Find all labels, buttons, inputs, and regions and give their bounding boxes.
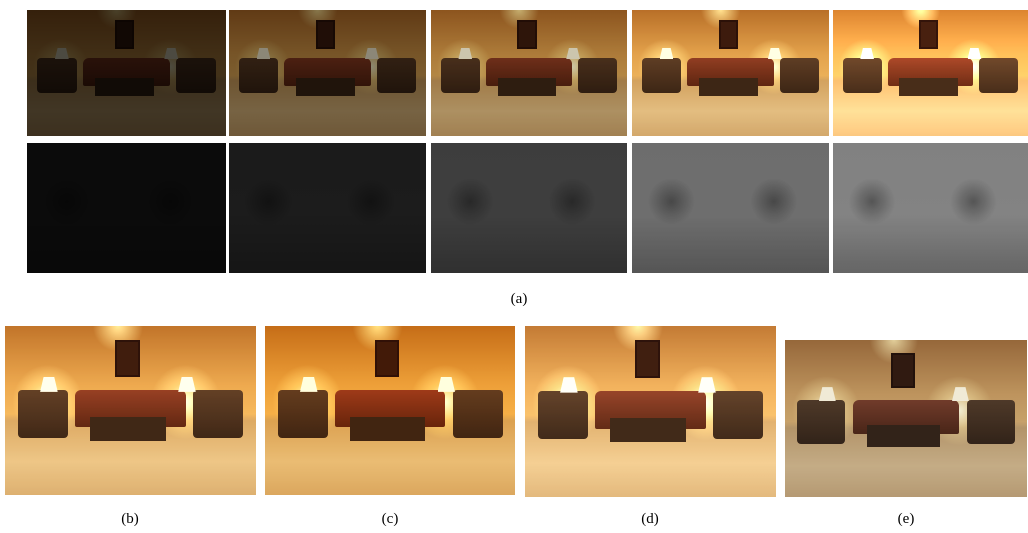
caption: (a) xyxy=(511,291,528,308)
caption: (d) xyxy=(641,511,659,528)
map xyxy=(229,143,426,273)
caption: (c) xyxy=(382,511,399,528)
map xyxy=(833,143,1028,273)
caption: (e) xyxy=(898,511,915,528)
image xyxy=(525,326,776,497)
image xyxy=(229,10,426,136)
image xyxy=(431,10,627,136)
image xyxy=(833,10,1028,136)
image xyxy=(785,340,1027,497)
caption: (b) xyxy=(121,511,139,528)
image xyxy=(27,10,226,136)
image xyxy=(632,10,829,136)
image xyxy=(265,326,515,495)
map xyxy=(27,143,226,273)
image xyxy=(5,326,256,495)
map xyxy=(431,143,627,273)
map xyxy=(632,143,829,273)
figure: (a) (b) (c) (d) (e) xyxy=(0,0,1028,533)
